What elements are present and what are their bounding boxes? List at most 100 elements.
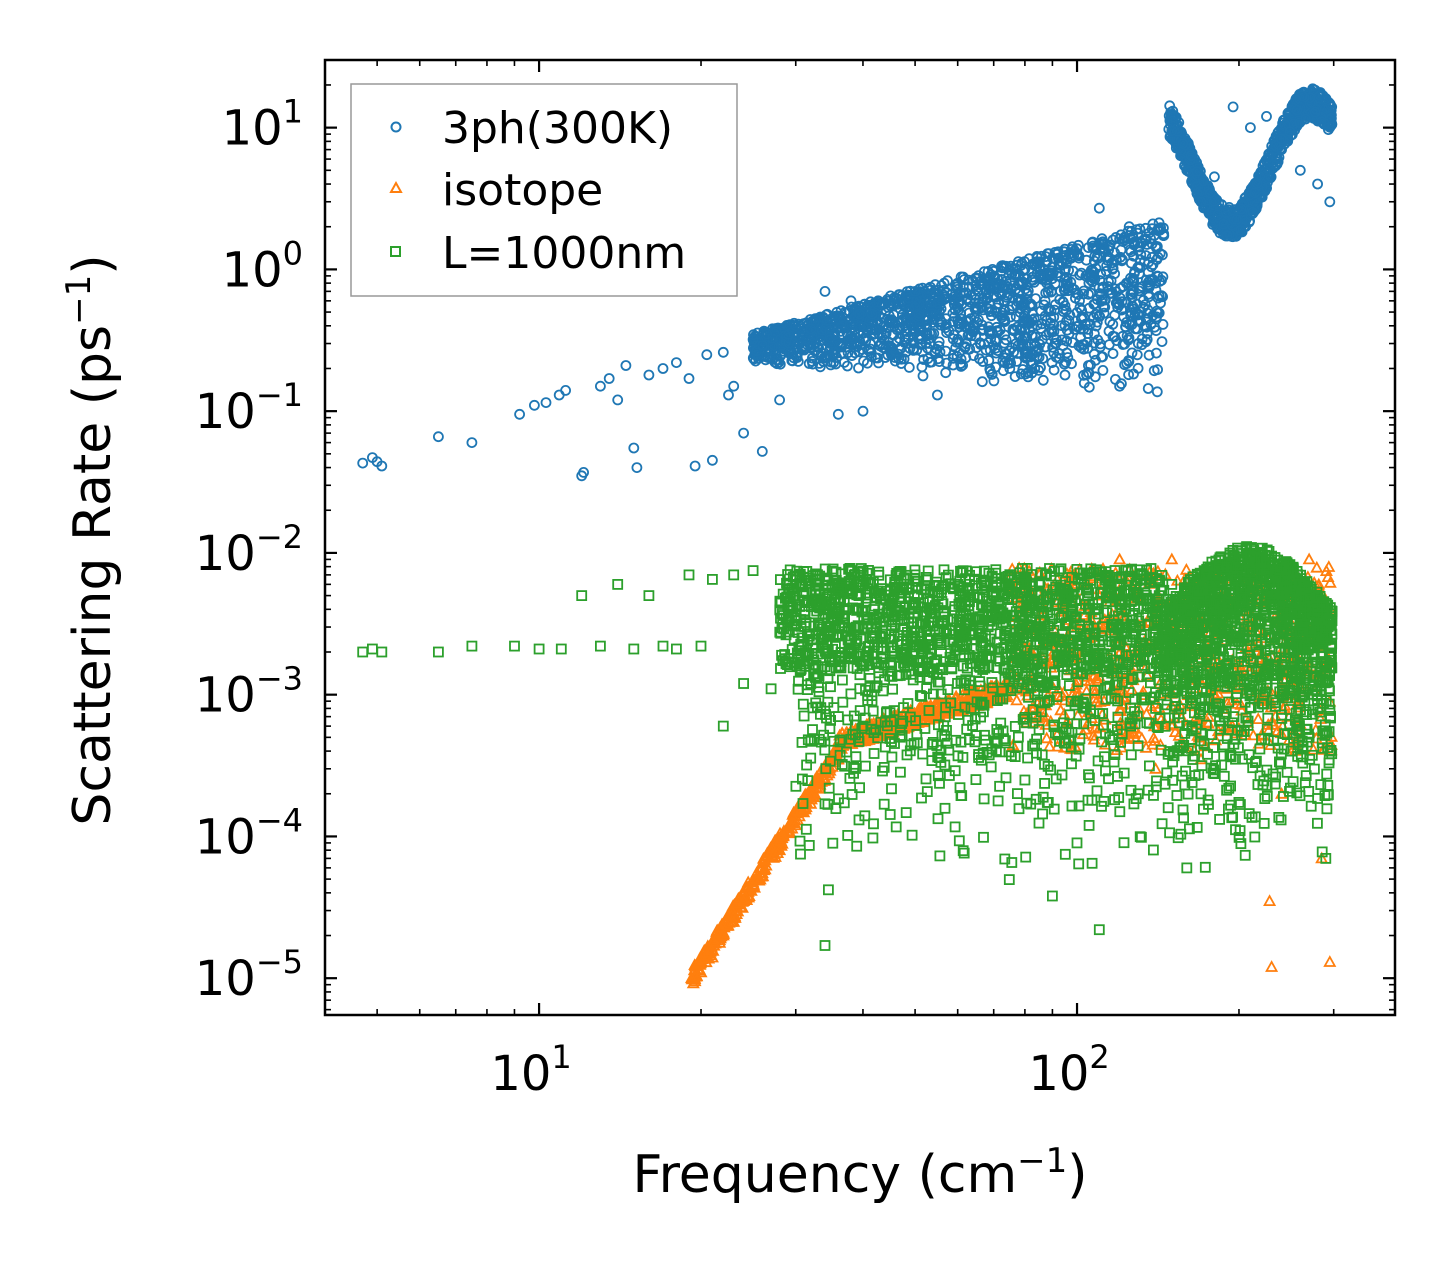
data-point-circle: [1123, 369, 1134, 381]
data-point-circle: [999, 329, 1011, 341]
data-point-circle: [1121, 330, 1133, 342]
data-point-circle: [977, 323, 989, 335]
data-point-circle: [1026, 274, 1038, 286]
data-point-circle: [835, 340, 846, 352]
data-point-circle: [1024, 300, 1036, 312]
data-point-circle: [846, 326, 858, 338]
data-point-circle: [1023, 341, 1035, 353]
data-point-circle: [1050, 351, 1062, 363]
data-point-circle: [989, 335, 1001, 347]
data-point-circle: [1066, 251, 1078, 263]
data-point-circle: [921, 288, 933, 300]
data-point-circle: [1129, 237, 1141, 249]
data-point-circle: [1045, 268, 1057, 280]
data-point-circle: [1038, 299, 1050, 311]
data-point-circle: [1017, 265, 1029, 277]
data-point-circle: [1099, 238, 1110, 249]
data-point-circle: [1098, 307, 1110, 319]
data-point-circle: [1040, 251, 1052, 263]
data-point-circle: [914, 332, 926, 344]
data-point-circle: [1128, 250, 1139, 262]
data-point-circle: [1056, 257, 1068, 269]
data-point-circle: [1046, 323, 1058, 335]
data-point-circle: [940, 367, 952, 379]
data-point-circle: [1127, 231, 1138, 243]
data-point-circle: [933, 305, 945, 317]
data-point-circle: [976, 376, 988, 388]
data-point-circle: [1050, 299, 1061, 311]
data-point-circle: [862, 357, 873, 369]
data-point-circle: [988, 340, 999, 352]
data-point-circle: [1143, 256, 1155, 268]
data-point-circle: [1139, 320, 1151, 332]
data-point-circle: [1035, 362, 1046, 373]
data-point-circle: [947, 352, 959, 364]
data-point-circle: [1087, 240, 1099, 252]
data-point-circle: [748, 329, 759, 341]
data-point-circle: [1156, 336, 1168, 348]
data-point-circle: [888, 299, 900, 311]
data-point-circle: [842, 347, 854, 359]
data-point-circle: [986, 310, 997, 322]
data-point-circle: [981, 292, 992, 303]
data-point-circle: [852, 314, 864, 326]
data-point-circle: [893, 348, 904, 360]
data-point-circle: [978, 273, 990, 285]
data-point-circle: [1059, 285, 1071, 297]
data-point-circle: [955, 308, 967, 319]
data-point-circle: [956, 313, 967, 325]
data-point-circle: [1081, 336, 1093, 348]
data-point-circle: [1018, 312, 1030, 324]
data-point-circle: [1070, 287, 1082, 299]
data-point-circle: [1116, 378, 1127, 390]
data-point-circle: [935, 319, 946, 331]
data-point-circle: [1139, 256, 1150, 268]
data-point-circle: [757, 340, 768, 351]
data-point-circle: [1078, 369, 1089, 381]
data-point-circle: [1028, 276, 1040, 288]
data-point-circle: [923, 283, 934, 295]
data-point-circle: [976, 324, 988, 336]
data-point-circle: [1039, 341, 1051, 353]
data-point-circle: [950, 279, 961, 291]
data-point-circle: [932, 292, 944, 304]
data-point-circle: [1069, 323, 1080, 335]
data-point-circle: [1115, 251, 1126, 263]
data-point-circle: [983, 287, 995, 298]
data-point-circle: [954, 287, 966, 299]
data-point-circle: [829, 310, 841, 322]
data-point-circle: [1049, 278, 1061, 290]
data-point-circle: [888, 329, 900, 341]
data-point-circle: [751, 349, 762, 361]
data-point-circle: [986, 368, 998, 380]
data-point-circle: [1040, 329, 1052, 341]
data-point-circle: [1076, 304, 1087, 316]
data-point-circle: [947, 307, 959, 319]
data-point-circle: [863, 345, 875, 357]
data-point-circle: [1034, 338, 1046, 350]
data-point-circle: [964, 321, 976, 333]
data-point-circle: [1011, 355, 1023, 367]
data-point-circle: [811, 341, 823, 353]
data-point-circle: [963, 281, 975, 293]
data-point-circle: [1152, 271, 1164, 283]
data-point-circle: [1140, 336, 1152, 348]
data-point-circle: [1130, 306, 1141, 318]
data-point-circle: [1013, 329, 1025, 341]
data-point-circle: [1117, 236, 1129, 248]
data-point-circle: [1010, 311, 1022, 323]
data-point-circle: [926, 305, 937, 317]
data-point-circle: [859, 298, 870, 310]
data-point-circle: [1132, 362, 1144, 374]
data-point-circle: [1151, 305, 1163, 317]
data-point-circle: [1118, 311, 1130, 323]
data-point-circle: [932, 298, 944, 309]
data-point-circle: [947, 359, 959, 371]
data-point-circle: [921, 315, 933, 327]
data-point-circle: [1083, 381, 1095, 393]
data-point-circle: [853, 362, 864, 374]
data-point-circle: [1060, 356, 1071, 368]
data-point-circle: [904, 343, 916, 354]
data-point-circle: [924, 327, 936, 339]
data-point-circle: [1151, 386, 1163, 398]
